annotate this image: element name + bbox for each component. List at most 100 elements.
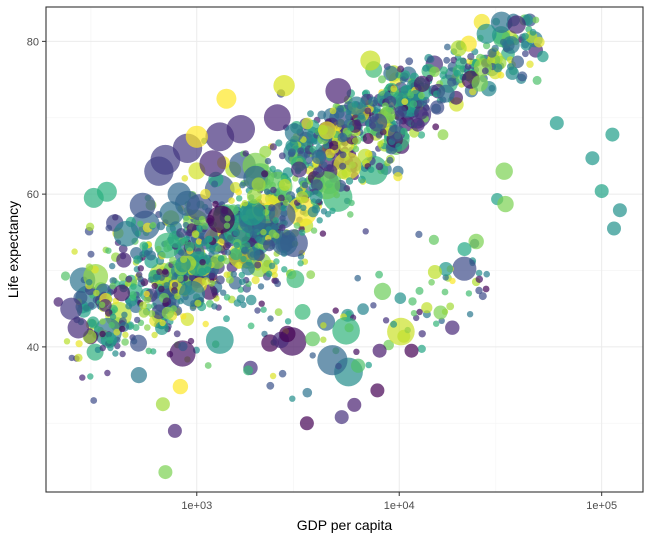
data-point (549, 116, 564, 131)
data-point (311, 204, 321, 214)
data-point (99, 344, 107, 352)
data-point (329, 207, 336, 214)
data-point (368, 96, 379, 107)
data-point (416, 308, 423, 316)
data-point (178, 341, 188, 352)
data-point (368, 113, 388, 132)
data-point (383, 339, 395, 351)
data-point (278, 369, 287, 378)
data-point (112, 350, 119, 357)
data-point (271, 223, 278, 231)
data-point (229, 247, 243, 261)
data-point (79, 374, 86, 381)
data-point (317, 312, 336, 331)
data-point (522, 50, 529, 58)
data-point (137, 275, 144, 283)
data-point (109, 262, 116, 270)
panel-border (45, 6, 644, 493)
data-point (394, 105, 407, 118)
data-point (395, 143, 402, 150)
data-point (261, 170, 269, 178)
data-point (134, 316, 141, 324)
data-point (399, 76, 407, 84)
data-point (345, 177, 354, 185)
data-point (264, 157, 272, 165)
data-point (196, 225, 203, 232)
data-point (421, 302, 433, 314)
data-point (605, 127, 620, 142)
data-point (417, 100, 424, 107)
data-point (367, 166, 375, 173)
data-point (296, 191, 309, 204)
data-point (184, 241, 195, 252)
data-point (223, 271, 231, 279)
data-point (497, 195, 514, 213)
data-point (370, 302, 377, 309)
data-point (188, 273, 195, 281)
data-point (483, 42, 491, 50)
data-point (181, 237, 189, 245)
data-point (529, 28, 537, 36)
data-point (185, 125, 208, 148)
data-point (466, 311, 474, 318)
data-point (85, 222, 95, 231)
data-point (427, 265, 442, 279)
data-point (281, 266, 288, 273)
data-point (344, 119, 353, 128)
data-point (334, 410, 349, 425)
data-point (106, 336, 114, 344)
data-point (207, 205, 235, 234)
data-point (220, 289, 227, 296)
data-point (167, 423, 182, 438)
data-point (251, 276, 260, 285)
data-point (382, 317, 390, 324)
data-point (265, 270, 273, 278)
data-point (230, 271, 237, 278)
data-point (347, 211, 354, 218)
data-point (215, 275, 225, 285)
data-point (278, 178, 291, 191)
data-point (233, 242, 240, 249)
data-point (502, 36, 520, 54)
data-point (537, 50, 549, 63)
data-point (246, 189, 262, 204)
data-point (365, 361, 373, 369)
data-point (198, 232, 205, 240)
data-point (357, 303, 369, 315)
data-point (68, 354, 76, 362)
data-point (415, 230, 423, 238)
data-point (177, 275, 184, 282)
data-point (517, 71, 528, 82)
data-point (258, 300, 265, 307)
data-point (195, 238, 203, 245)
data-point (319, 230, 327, 237)
data-point (167, 182, 191, 206)
data-point (407, 91, 414, 99)
data-point (452, 256, 477, 281)
data-point (108, 321, 115, 329)
data-point (149, 221, 157, 229)
data-point (490, 11, 513, 34)
data-point (90, 397, 98, 404)
data-point (118, 272, 128, 282)
data-point (335, 362, 342, 370)
data-point (468, 233, 484, 250)
data-point (148, 310, 156, 318)
data-point (254, 307, 261, 314)
data-point (176, 228, 187, 238)
data-point (325, 78, 352, 104)
data-point (125, 302, 133, 310)
data-point (225, 242, 232, 249)
data-point (194, 299, 202, 307)
data-point (263, 104, 291, 132)
data-point (71, 248, 78, 255)
data-point (202, 223, 209, 230)
data-point (351, 100, 359, 108)
data-point (396, 118, 403, 125)
y-tick-label: 40 (27, 342, 39, 354)
data-point (429, 66, 440, 78)
data-point (521, 32, 529, 40)
data-point (418, 92, 425, 100)
data-point (471, 75, 488, 92)
data-point (306, 130, 314, 138)
